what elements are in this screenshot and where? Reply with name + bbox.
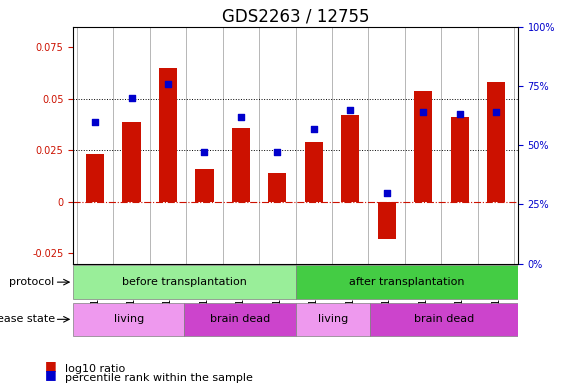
FancyBboxPatch shape <box>185 303 296 336</box>
Point <box>91 119 100 125</box>
Title: GDS2263 / 12755: GDS2263 / 12755 <box>222 7 369 25</box>
Bar <box>341 115 359 202</box>
Bar <box>86 154 104 202</box>
Point <box>491 109 501 115</box>
Text: before transplantation: before transplantation <box>122 277 247 287</box>
Text: living: living <box>114 314 144 324</box>
FancyBboxPatch shape <box>370 303 518 336</box>
Text: disease state: disease state <box>0 314 55 324</box>
Text: brain dead: brain dead <box>414 314 474 324</box>
Bar <box>195 169 213 202</box>
Point <box>236 114 245 120</box>
Point <box>346 107 355 113</box>
Point <box>309 126 318 132</box>
Point <box>382 189 391 195</box>
Point <box>273 149 282 156</box>
Text: ■: ■ <box>45 368 57 381</box>
Point <box>455 111 464 118</box>
Text: ■: ■ <box>45 359 57 372</box>
FancyBboxPatch shape <box>296 303 370 336</box>
Text: brain dead: brain dead <box>210 314 270 324</box>
Bar <box>232 128 250 202</box>
Bar <box>122 122 141 202</box>
Bar <box>159 68 177 202</box>
FancyBboxPatch shape <box>73 265 296 299</box>
FancyBboxPatch shape <box>73 303 185 336</box>
Point <box>419 109 428 115</box>
Bar <box>414 91 432 202</box>
Point <box>127 95 136 101</box>
Text: protocol: protocol <box>10 277 55 287</box>
Point <box>163 81 172 87</box>
Text: after transplantation: after transplantation <box>349 277 464 287</box>
Bar <box>305 142 323 202</box>
Bar <box>268 173 287 202</box>
FancyBboxPatch shape <box>296 265 518 299</box>
Bar <box>450 118 469 202</box>
Text: living: living <box>318 314 348 324</box>
Text: percentile rank within the sample: percentile rank within the sample <box>65 373 253 383</box>
Text: log10 ratio: log10 ratio <box>65 364 125 374</box>
Point <box>200 149 209 156</box>
Bar <box>378 202 396 239</box>
Bar <box>487 83 505 202</box>
